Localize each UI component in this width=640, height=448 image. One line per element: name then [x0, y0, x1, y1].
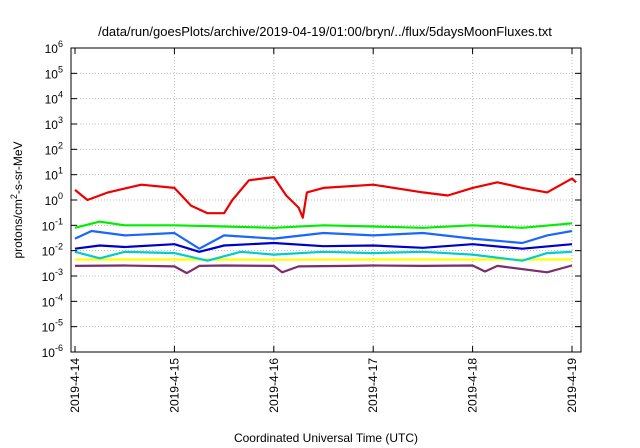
x-tick-label: 2019-4-19: [565, 358, 579, 413]
series-line-7: [74, 176, 577, 219]
y-tick-label: 105: [45, 64, 63, 81]
x-tick-label: 2019-4-17: [366, 358, 380, 413]
x-tick-label: 2019-4-14: [68, 358, 82, 413]
series-line-6: [74, 220, 573, 229]
chart-title: /data/run/goesPlots/archive/2019-04-19/0…: [98, 24, 552, 39]
y-tick-label: 10-5: [42, 318, 63, 335]
y-tick-label: 106: [45, 39, 63, 56]
x-tick-label: 2019-4-15: [167, 358, 181, 413]
x-tick-label: 2019-4-16: [267, 358, 281, 413]
series-line-4: [74, 241, 573, 253]
series-line-3: [74, 250, 573, 262]
x-tick-label: 2019-4-18: [466, 358, 480, 413]
series-line-1: [74, 264, 573, 275]
series-line-5: [74, 229, 573, 250]
y-tick-label: 10-2: [42, 242, 63, 259]
series-group: [74, 176, 577, 275]
y-tick-label: 10-4: [42, 292, 63, 309]
y-axis-label: protons/cm2-s-sr-MeV: [9, 141, 25, 258]
y-tick-label: 10-1: [42, 216, 63, 233]
y-tick-label: 101: [45, 166, 63, 183]
y-tick-label: 103: [45, 115, 63, 132]
axis-ticks: 10-6 10-5 10-4 10-3 10-2 10-1 100 101 102 103 104 1…: [42, 39, 581, 413]
y-tick-label: 104: [45, 90, 63, 107]
y-tick-label: 10-3: [42, 267, 63, 284]
y-tick-label: 102: [45, 140, 63, 157]
y-tick-label: 10-6: [42, 343, 63, 360]
grid: [71, 48, 581, 352]
y-tick-label: 100: [45, 191, 63, 208]
x-axis-label: Coordinated Universal Time (UTC): [234, 431, 418, 445]
